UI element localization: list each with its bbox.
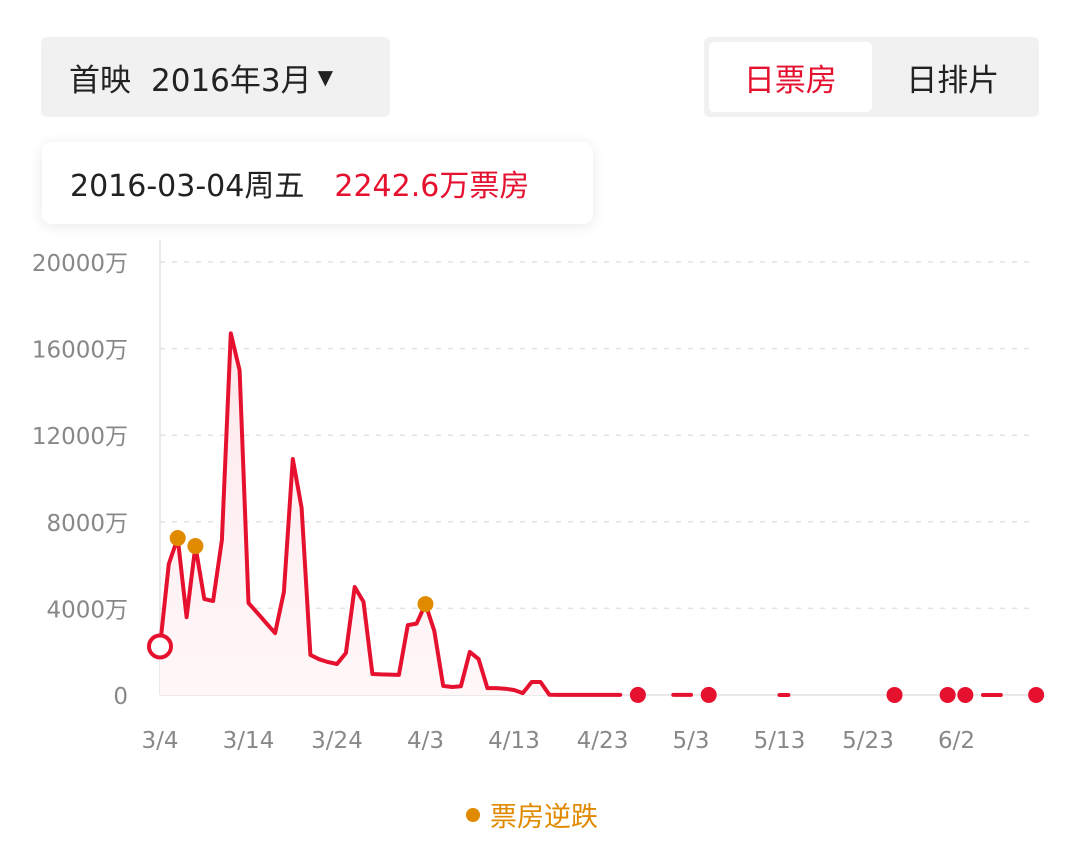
release-month-select[interactable]: 首映 2016年3月 ▼ [41,37,390,117]
reverse-marker [417,596,434,613]
x-tick-label: 4/13 [488,728,540,754]
tooltip-date: 2016-03-04周五 [70,169,305,204]
x-tick-label: 3/24 [311,728,363,754]
x-tick-label: 4/3 [407,728,444,754]
release-label: 首映 [69,62,131,99]
tab-daily-box-office[interactable]: 日票房 [709,42,872,112]
legend-dot-icon [466,807,480,822]
data-point [1028,686,1045,703]
x-tick-label: 5/3 [672,728,709,754]
x-tick-label: 5/23 [842,728,894,754]
legend: 票房逆跌 [466,795,598,834]
area-fill [160,333,621,695]
reverse-marker [169,530,186,547]
selected-point-marker [147,633,173,660]
y-tick-label: 8000万 [46,511,128,537]
reverse-marker [187,538,204,555]
data-point [700,686,717,703]
caret-down-icon: ▼ [317,65,334,89]
tab-daily-screenings[interactable]: 日排片 [906,62,1000,99]
x-tick-label: 3/14 [223,728,275,754]
x-tick-label: 4/23 [577,728,629,754]
series-line [158,331,623,697]
y-tick-label: 4000万 [46,597,128,623]
data-point [629,686,646,703]
data-point [886,686,903,703]
y-tick-label: 20000万 [32,251,128,277]
tooltip-value: 2242.6万票房 [334,169,530,204]
x-tick-label: 3/4 [141,728,178,754]
month-value: 2016年3月 [151,62,312,99]
legend-label: 票房逆跌 [490,802,598,833]
data-point [957,686,974,703]
data-point [939,686,956,703]
x-tick-label: 5/13 [754,728,806,754]
chart-tooltip: 2016-03-04周五 2242.6万票房 [42,142,593,224]
y-tick-label: 16000万 [32,338,128,364]
y-tick-label: 0 [113,684,128,710]
metric-toggle: 日票房 日排片 [704,37,1039,117]
y-tick-label: 12000万 [32,424,128,450]
x-tick-label: 6/2 [938,728,975,754]
